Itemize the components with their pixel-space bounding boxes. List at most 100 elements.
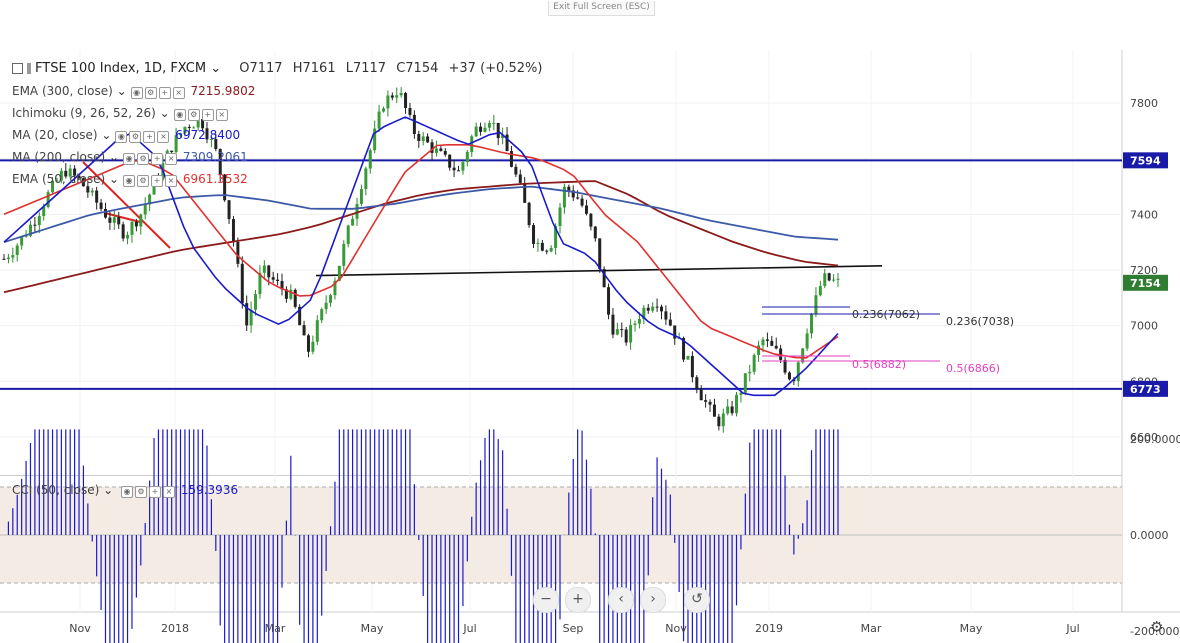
candle-body bbox=[805, 333, 809, 349]
chevron-down-icon[interactable]: ⌄ bbox=[112, 84, 127, 98]
add-icon[interactable]: + bbox=[151, 153, 164, 165]
candle-body bbox=[231, 219, 235, 242]
candle-body bbox=[637, 318, 641, 324]
indicator-buttons[interactable]: ◉ ⚙ + × bbox=[123, 172, 179, 187]
candle-body bbox=[337, 265, 341, 281]
add-icon[interactable]: + bbox=[149, 486, 161, 498]
candle-body bbox=[346, 225, 350, 244]
candle-body bbox=[514, 166, 518, 175]
collapse-icon[interactable] bbox=[12, 63, 23, 74]
candle-body bbox=[55, 180, 59, 182]
indicator-name[interactable]: Ichimoku (9, 26, 52, 26) bbox=[12, 106, 156, 120]
time-tick-label: Jul bbox=[1065, 622, 1079, 635]
candle-body bbox=[381, 108, 385, 112]
chevron-down-icon[interactable]: ⌄ bbox=[103, 483, 114, 497]
close-icon[interactable]: × bbox=[215, 109, 228, 121]
candle-body bbox=[223, 174, 227, 201]
candle-body bbox=[562, 186, 566, 208]
scroll-right-button[interactable]: › bbox=[640, 587, 666, 613]
chevron-down-icon[interactable]: ⌄ bbox=[105, 172, 120, 186]
candle-body bbox=[51, 180, 55, 193]
eye-icon[interactable]: ◉ bbox=[123, 175, 136, 187]
legend-row: MA (200, close) ⌄ ◉ ⚙ + × 7309.2061 bbox=[12, 150, 248, 165]
candle-body bbox=[518, 174, 522, 183]
chevron-down-icon[interactable]: ⌄ bbox=[155, 106, 170, 120]
ma-200-line bbox=[3, 185, 839, 244]
indicator-name[interactable]: MA (200, close) bbox=[12, 150, 106, 164]
indicator-buttons[interactable]: ◉ ⚙ + × bbox=[123, 150, 179, 165]
candle-body bbox=[765, 339, 769, 341]
indicator-buttons[interactable]: ◉ ⚙ + × bbox=[115, 128, 171, 143]
eye-icon[interactable]: ◉ bbox=[123, 153, 136, 165]
fib-label-upper-a: 0.236(7062) bbox=[852, 308, 920, 321]
close-icon[interactable]: × bbox=[157, 131, 170, 143]
settings-icon[interactable]: ⚙ bbox=[144, 87, 157, 99]
candle-body bbox=[549, 247, 553, 252]
candle-body bbox=[46, 192, 50, 207]
zoom-in-button[interactable]: + bbox=[565, 587, 591, 613]
candle-body bbox=[342, 243, 346, 266]
add-icon[interactable]: + bbox=[143, 131, 156, 143]
add-icon[interactable]: + bbox=[158, 87, 171, 99]
candle-body bbox=[633, 323, 637, 325]
candle-body bbox=[249, 309, 253, 326]
candle-body bbox=[479, 126, 483, 132]
candle-body bbox=[443, 150, 447, 155]
cci-buttons[interactable]: ◉ ⚙ + × bbox=[121, 483, 177, 498]
candle-body bbox=[545, 250, 549, 252]
candle-body bbox=[355, 203, 359, 219]
close-icon[interactable]: × bbox=[163, 486, 175, 498]
price-label-box bbox=[1123, 380, 1168, 397]
eye-icon[interactable]: ◉ bbox=[130, 87, 143, 99]
close-icon[interactable]: × bbox=[172, 87, 185, 99]
zoom-out-button[interactable]: − bbox=[533, 587, 559, 613]
candle-body bbox=[571, 190, 575, 198]
cci-name[interactable]: CCI (50, close) bbox=[12, 483, 100, 497]
candle-body bbox=[112, 217, 116, 223]
close-icon[interactable]: × bbox=[165, 175, 178, 187]
exit-fullscreen-button[interactable]: Exit Full Screen (ESC) bbox=[548, 1, 655, 16]
eye-icon[interactable]: ◉ bbox=[115, 131, 128, 143]
candle-body bbox=[730, 406, 734, 414]
candle-body bbox=[245, 303, 249, 326]
settings-icon[interactable]: ⚙ bbox=[135, 486, 147, 498]
chevron-down-icon[interactable]: ⌄ bbox=[97, 128, 112, 142]
indicator-name[interactable]: MA (20, close) bbox=[12, 128, 98, 142]
add-icon[interactable]: + bbox=[151, 175, 164, 187]
settings-icon[interactable]: ⚙ bbox=[137, 153, 150, 165]
indicator-name[interactable]: EMA (50, close) bbox=[12, 172, 106, 186]
candle-body bbox=[276, 279, 280, 282]
candle-body bbox=[629, 324, 633, 343]
candle-body bbox=[602, 269, 606, 288]
candle-body bbox=[779, 348, 783, 360]
candle-body bbox=[103, 208, 107, 218]
pane-separator bbox=[0, 475, 1122, 476]
scroll-left-button[interactable]: ‹ bbox=[608, 587, 634, 613]
indicator-name[interactable]: EMA (300, close) bbox=[12, 84, 113, 98]
candle-body bbox=[33, 224, 37, 226]
add-icon[interactable]: + bbox=[201, 109, 214, 121]
drag-handle-icon[interactable] bbox=[27, 63, 31, 74]
eye-icon[interactable]: ◉ bbox=[173, 109, 186, 121]
candle-body bbox=[271, 277, 275, 280]
candle-body bbox=[174, 135, 178, 153]
candle-body bbox=[201, 119, 205, 129]
indicator-buttons[interactable]: ◉ ⚙ + × bbox=[130, 84, 187, 99]
chevron-down-icon[interactable]: ⌄ bbox=[105, 150, 120, 164]
candle-body bbox=[527, 202, 531, 226]
legend-row: EMA (50, close) ⌄ ◉ ⚙ + × 6961.3532 bbox=[12, 172, 248, 187]
close-icon[interactable]: × bbox=[165, 153, 178, 165]
symbol-title[interactable]: FTSE 100 Index, 1D, FXCM bbox=[35, 61, 207, 76]
candle-body bbox=[134, 221, 138, 227]
candle-body bbox=[584, 205, 588, 214]
settings-icon[interactable]: ⚙ bbox=[187, 109, 200, 121]
ohlc-open: O7117 bbox=[239, 61, 283, 76]
settings-icon[interactable]: ⚙ bbox=[137, 175, 150, 187]
settings-gear-icon[interactable]: ⚙ bbox=[1150, 618, 1164, 636]
reset-chart-button[interactable]: ↺ bbox=[684, 587, 710, 613]
indicator-buttons[interactable]: ◉ ⚙ + × bbox=[173, 106, 230, 121]
candle-body bbox=[68, 168, 72, 177]
settings-icon[interactable]: ⚙ bbox=[129, 131, 142, 143]
chevron-down-icon[interactable]: ⌄ bbox=[210, 61, 222, 76]
eye-icon[interactable]: ◉ bbox=[121, 486, 133, 498]
